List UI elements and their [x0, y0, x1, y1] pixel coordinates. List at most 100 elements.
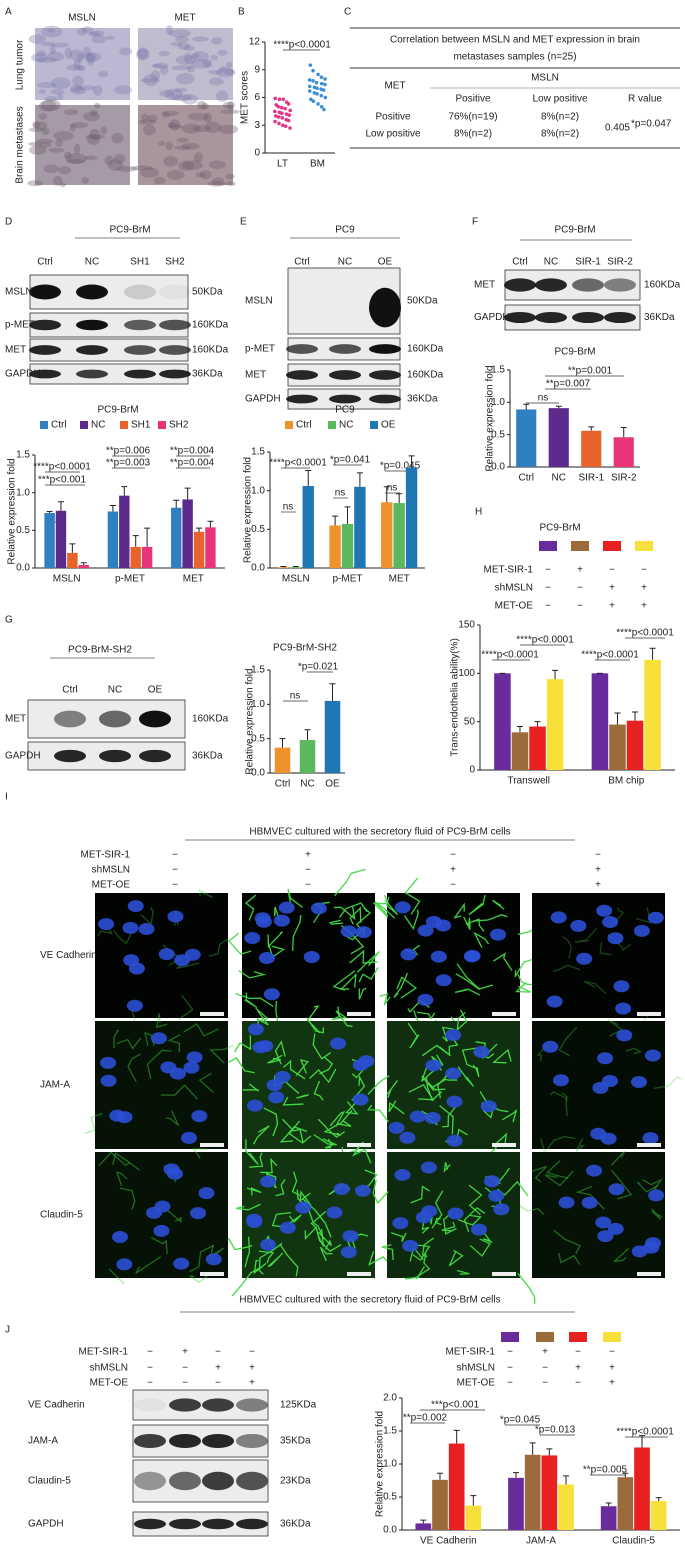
- micrograph-nucleus: [123, 954, 140, 967]
- blot-band: [369, 394, 401, 404]
- significance-label: **p=0.007: [546, 379, 591, 390]
- micrograph-nucleus: [342, 1230, 359, 1243]
- micrograph-junction: [610, 1169, 633, 1200]
- tissue-texture: [94, 102, 101, 109]
- tissue-texture: [83, 111, 101, 122]
- data-point: [316, 72, 320, 77]
- micrograph-junction: [431, 1190, 444, 1229]
- condition-mark: +: [609, 1378, 615, 1389]
- micrograph-junction: [492, 1048, 512, 1064]
- bar: [55, 510, 67, 568]
- micrograph-junction: [84, 1112, 103, 1134]
- tissue-texture: [77, 52, 84, 63]
- micrograph-junction: [111, 1152, 140, 1171]
- micrograph-junction: [465, 918, 485, 932]
- chart-title: PC9: [335, 405, 355, 416]
- micrograph-nucleus: [402, 1239, 419, 1252]
- x-tick-label: p-MET: [115, 574, 145, 585]
- row-label: Lung tumor: [15, 39, 26, 90]
- data-point: [319, 104, 324, 109]
- micrograph-nucleus: [607, 932, 624, 945]
- table-cell: 8%(n=2): [541, 129, 579, 140]
- data-point: [286, 118, 291, 123]
- table-title: Correlation between MSLN and MET express…: [390, 35, 640, 46]
- blot-band: [169, 1518, 201, 1530]
- blot-band: [572, 278, 604, 292]
- tissue-texture: [143, 74, 159, 86]
- tissue-texture: [72, 75, 84, 87]
- x-tick-label: MET: [183, 574, 204, 585]
- condition-mark: −: [575, 1378, 581, 1389]
- bar: [329, 525, 341, 568]
- blot-size-label: 35KDa: [280, 1436, 311, 1447]
- tissue-texture: [64, 151, 72, 160]
- micrograph-nucleus: [100, 1056, 117, 1069]
- bar: [548, 408, 569, 467]
- micrograph-nucleus: [160, 1061, 177, 1074]
- error-bar: [453, 1429, 460, 1444]
- table-cell: 0.405: [605, 123, 630, 134]
- y-tick-label: 0.0: [491, 462, 505, 473]
- micrograph-nucleus: [630, 1075, 647, 1088]
- micrograph-junction: [441, 1221, 456, 1232]
- blot-size-label: 160KDa: [192, 714, 229, 725]
- table-cell: Low positive: [365, 129, 420, 140]
- significance-label: **p=0.006: [106, 446, 151, 457]
- tissue-texture: [73, 143, 81, 155]
- scale-bar: [200, 1012, 224, 1016]
- micrograph-junction: [561, 1092, 568, 1117]
- significance-label: ns: [335, 488, 346, 499]
- micrograph-junction: [421, 1075, 446, 1092]
- micrograph-nucleus: [558, 1196, 575, 1209]
- significance-label: ****p<0.0001: [269, 458, 327, 469]
- micrograph-junction: [439, 1105, 454, 1135]
- blot-band: [134, 1433, 166, 1449]
- tissue-texture: [187, 112, 209, 121]
- data-point: [276, 104, 281, 109]
- tissue-texture: [193, 152, 204, 163]
- tissue-texture: [27, 180, 44, 187]
- y-tick-label: 1.0: [383, 1459, 397, 1470]
- blot-row-label: MET: [245, 370, 266, 381]
- blot-band: [202, 1398, 234, 1412]
- error-bar: [344, 506, 351, 524]
- tissue-texture: [176, 137, 189, 143]
- micrograph-nucleus: [480, 1100, 497, 1113]
- y-tick-label: 1.5: [491, 365, 505, 376]
- tissue-texture: [159, 89, 175, 97]
- data-point: [315, 86, 319, 91]
- tissue-texture: [174, 87, 188, 93]
- micrograph-nucleus: [493, 1203, 510, 1216]
- error-bar: [304, 729, 311, 741]
- tissue-texture: [85, 52, 97, 63]
- micrograph-junction: [502, 1109, 518, 1123]
- error-bar: [184, 487, 191, 500]
- data-point: [279, 105, 284, 110]
- scale-bar: [347, 1143, 371, 1147]
- micrograph-nucleus: [173, 1257, 190, 1270]
- tissue-texture: [177, 42, 191, 51]
- table-header: Low positive: [532, 94, 587, 105]
- tissue-texture: [83, 52, 102, 62]
- x-tick-label: JAM-A: [526, 1536, 556, 1547]
- tissue-texture: [38, 89, 46, 94]
- error-bar: [655, 1497, 662, 1501]
- data-point: [288, 108, 292, 113]
- micrograph-junction: [304, 1222, 318, 1241]
- blot-band: [604, 278, 636, 292]
- micrograph-junction: [575, 1137, 586, 1153]
- tissue-texture: [204, 121, 221, 134]
- micrograph-junction: [351, 1075, 366, 1101]
- error-bar: [436, 1472, 443, 1480]
- tissue-texture: [136, 48, 150, 61]
- blot-band: [124, 345, 156, 355]
- micrograph-junction: [332, 970, 356, 991]
- blot-band: [159, 369, 191, 379]
- blot-band: [236, 1398, 268, 1412]
- condition-mark: −: [577, 583, 583, 594]
- tissue-texture: [59, 182, 67, 187]
- bar: [609, 724, 626, 770]
- bar: [290, 567, 302, 568]
- error-bar: [552, 669, 559, 680]
- micrograph-junction: [146, 1049, 172, 1079]
